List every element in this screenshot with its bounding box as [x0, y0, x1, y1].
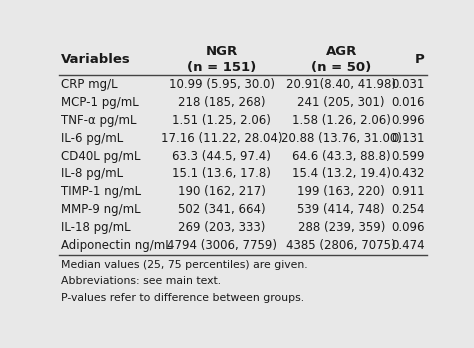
- Text: 0.474: 0.474: [391, 239, 425, 252]
- Text: 0.599: 0.599: [391, 150, 425, 163]
- Text: 0.911: 0.911: [391, 185, 425, 198]
- Text: MCP-1 pg/mL: MCP-1 pg/mL: [61, 96, 139, 109]
- Text: Abbreviations: see main text.: Abbreviations: see main text.: [61, 276, 221, 286]
- Text: CD40L pg/mL: CD40L pg/mL: [61, 150, 141, 163]
- Text: 63.3 (44.5, 97.4): 63.3 (44.5, 97.4): [173, 150, 271, 163]
- Text: 0.432: 0.432: [391, 167, 425, 181]
- Text: 17.16 (11.22, 28.04): 17.16 (11.22, 28.04): [161, 132, 283, 144]
- Text: 15.4 (13.2, 19.4): 15.4 (13.2, 19.4): [292, 167, 391, 181]
- Text: TIMP-1 ng/mL: TIMP-1 ng/mL: [61, 185, 141, 198]
- Text: 0.996: 0.996: [391, 114, 425, 127]
- Text: (n = 151): (n = 151): [187, 61, 256, 74]
- Text: 199 (163, 220): 199 (163, 220): [297, 185, 385, 198]
- Text: 4794 (3006, 7759): 4794 (3006, 7759): [167, 239, 277, 252]
- Text: 190 (162, 217): 190 (162, 217): [178, 185, 266, 198]
- Text: 4385 (2806, 7075): 4385 (2806, 7075): [286, 239, 396, 252]
- Text: 0.031: 0.031: [392, 78, 425, 91]
- Text: 218 (185, 268): 218 (185, 268): [178, 96, 265, 109]
- Text: IL-8 pg/mL: IL-8 pg/mL: [61, 167, 123, 181]
- Text: 20.88 (13.76, 31.00): 20.88 (13.76, 31.00): [281, 132, 401, 144]
- Text: NGR: NGR: [206, 45, 238, 58]
- Text: 288 (239, 359): 288 (239, 359): [298, 221, 385, 234]
- Text: 1.58 (1.26, 2.06): 1.58 (1.26, 2.06): [292, 114, 391, 127]
- Text: Variables: Variables: [61, 53, 131, 66]
- Text: MMP-9 ng/mL: MMP-9 ng/mL: [61, 203, 141, 216]
- Text: 0.096: 0.096: [391, 221, 425, 234]
- Text: 539 (414, 748): 539 (414, 748): [297, 203, 385, 216]
- Text: (n = 50): (n = 50): [311, 61, 371, 74]
- Text: 1.51 (1.25, 2.06): 1.51 (1.25, 2.06): [173, 114, 271, 127]
- Text: P-values refer to difference between groups.: P-values refer to difference between gro…: [61, 293, 304, 303]
- Text: 0.016: 0.016: [391, 96, 425, 109]
- Text: P: P: [415, 53, 425, 66]
- Text: 64.6 (43.3, 88.8): 64.6 (43.3, 88.8): [292, 150, 391, 163]
- Text: 241 (205, 301): 241 (205, 301): [298, 96, 385, 109]
- Text: TNF-α pg/mL: TNF-α pg/mL: [61, 114, 137, 127]
- Text: Median values (25, 75 percentiles) are given.: Median values (25, 75 percentiles) are g…: [61, 260, 308, 270]
- Text: 10.99 (5.95, 30.0): 10.99 (5.95, 30.0): [169, 78, 275, 91]
- Text: AGR: AGR: [326, 45, 357, 58]
- Text: IL-18 pg/mL: IL-18 pg/mL: [61, 221, 131, 234]
- Text: 20.91(8.40, 41.98): 20.91(8.40, 41.98): [286, 78, 396, 91]
- Text: 0.131: 0.131: [391, 132, 425, 144]
- Text: 502 (341, 664): 502 (341, 664): [178, 203, 265, 216]
- Text: 0.254: 0.254: [391, 203, 425, 216]
- Text: Adiponectin ng/mL: Adiponectin ng/mL: [61, 239, 172, 252]
- Text: 15.1 (13.6, 17.8): 15.1 (13.6, 17.8): [173, 167, 271, 181]
- Text: CRP mg/L: CRP mg/L: [61, 78, 118, 91]
- Text: 269 (203, 333): 269 (203, 333): [178, 221, 265, 234]
- Text: IL-6 pg/mL: IL-6 pg/mL: [61, 132, 123, 144]
